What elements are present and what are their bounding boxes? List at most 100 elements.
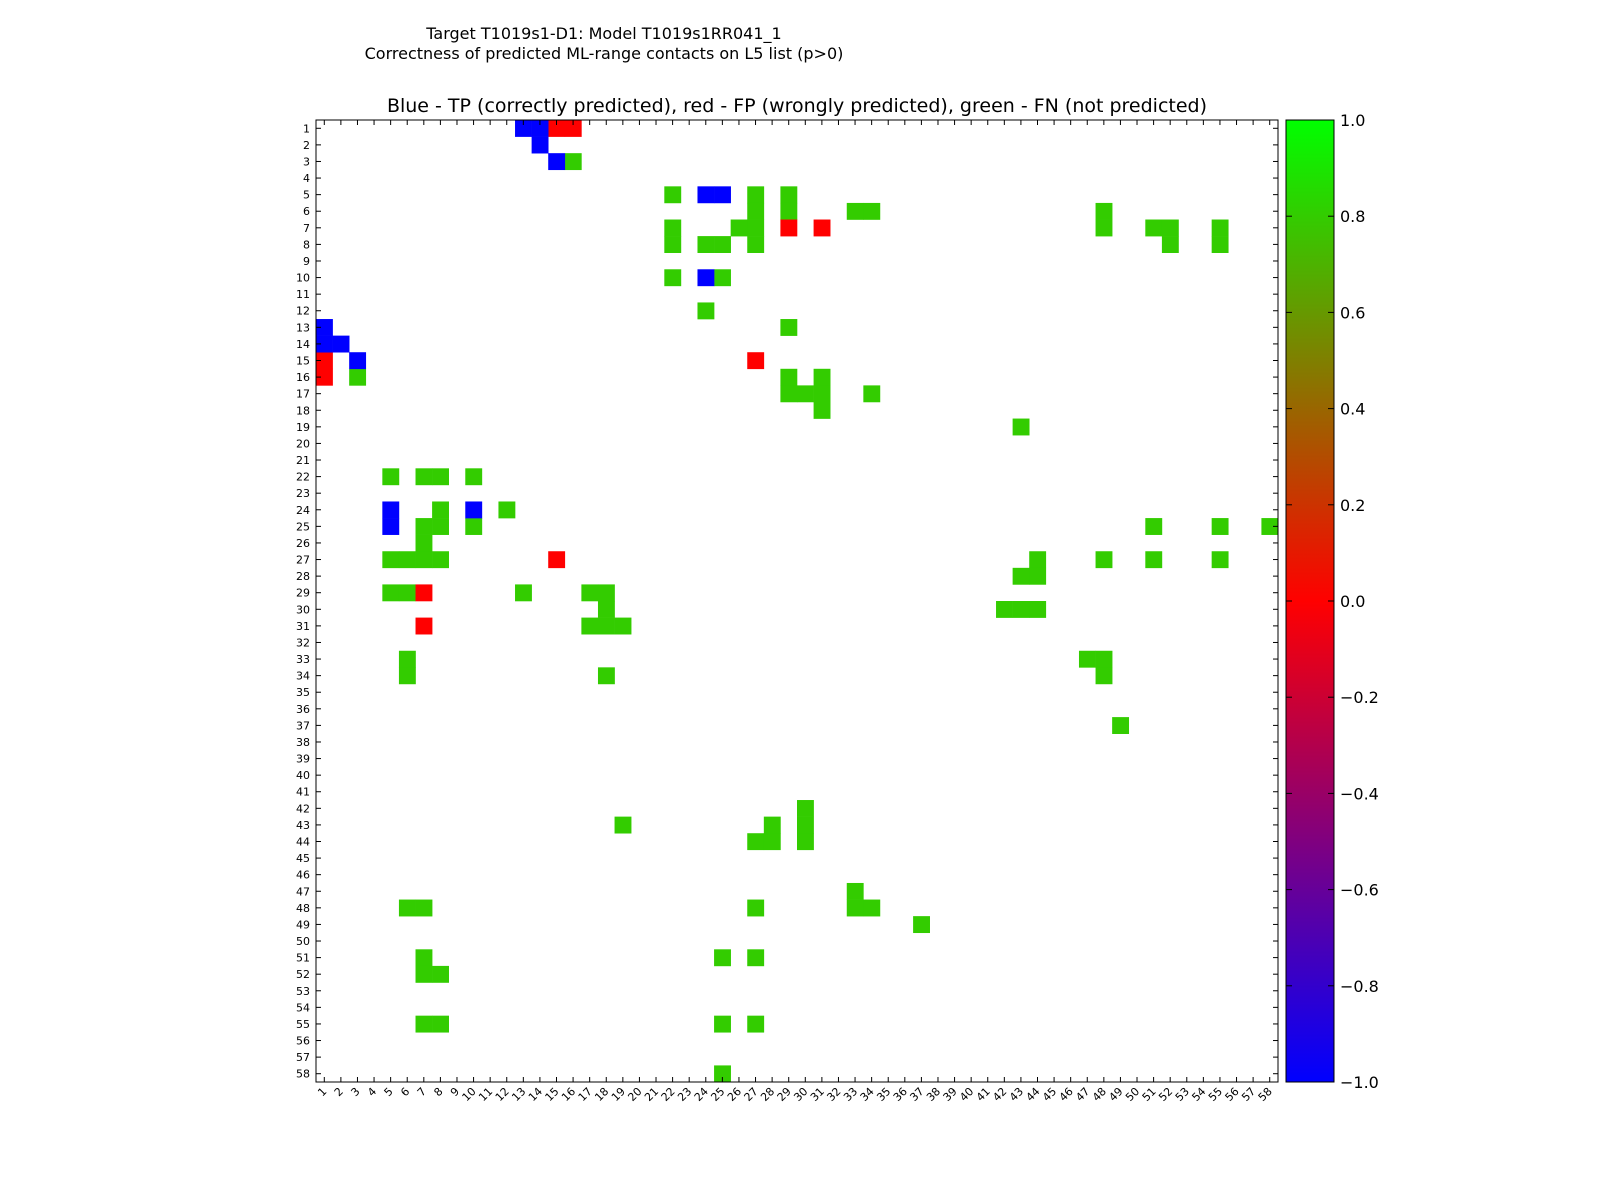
y-tick-label: 51 (296, 952, 310, 965)
cell-fn-16-29 (780, 368, 798, 386)
cell-tp-1-14 (531, 120, 549, 137)
cell-fn-12-24 (697, 302, 715, 320)
cell-fn-30-18 (597, 601, 615, 618)
x-tick-label: 7 (415, 1085, 429, 1099)
cell-fn-28-43 (1012, 567, 1030, 585)
y-tick-label: 56 (296, 1035, 310, 1048)
y-tick-label: 53 (296, 985, 310, 998)
cell-tp-5-24 (697, 186, 715, 204)
cell-fn-31-18 (597, 617, 615, 635)
y-tick-label: 55 (296, 1018, 310, 1031)
cell-fn-52-8 (432, 965, 449, 983)
cell-fn-27-6 (398, 551, 416, 569)
cell-fn-27-51 (1145, 551, 1163, 569)
cell-fn-29-13 (515, 584, 532, 602)
x-tick-label: 6 (398, 1085, 412, 1099)
colorbar-ticks: 1.0 0.8 0.6 0.4 0.2 0.0 −0.2 −0.4 −0.6 −0.8 −1.0 (1286, 111, 1379, 1092)
cell-fn-55-27 (747, 1015, 765, 1033)
x-tick-label: 58 (1256, 1085, 1275, 1104)
cell-fn-27-48 (1095, 551, 1113, 569)
y-tick-label: 24 (296, 504, 310, 517)
cell-fn-6-33 (846, 202, 864, 220)
y-tick-label: 18 (296, 404, 310, 417)
heatmap-cells (316, 120, 1279, 1083)
x-tick-label: 3 (348, 1085, 362, 1099)
cell-fp-27-15 (548, 551, 566, 569)
y-tick-label: 29 (296, 587, 310, 600)
y-tick-label: 11 (296, 288, 310, 301)
cell-fn-33-47 (1078, 650, 1096, 668)
y-tick-label: 35 (296, 686, 310, 699)
cell-fn-10-25 (714, 269, 731, 287)
cell-fn-43-30 (797, 816, 814, 834)
cell-fn-48-33 (846, 899, 864, 917)
cell-fn-8-25 (714, 236, 731, 253)
cell-fn-25-51 (1145, 518, 1163, 535)
cell-fn-7-26 (730, 219, 748, 237)
cell-fn-48-34 (863, 899, 881, 917)
cell-fn-30-42 (996, 601, 1013, 618)
y-tick-label: 19 (296, 421, 310, 434)
cell-fn-48-7 (415, 899, 433, 917)
cell-tp-24-10 (465, 501, 483, 519)
cell-fn-19-43 (1012, 418, 1030, 436)
y-tick-label: 4 (303, 172, 310, 185)
cell-fn-51-27 (747, 949, 765, 967)
y-tick-label: 52 (296, 968, 310, 981)
cell-tp-10-24 (697, 269, 715, 287)
colorbar-tick-label: 0.2 (1340, 496, 1365, 515)
cell-fn-22-10 (465, 468, 483, 486)
cell-fn-13-29 (780, 319, 798, 336)
cell-tp-14-2 (332, 335, 350, 353)
cell-tp-2-14 (531, 136, 549, 154)
cell-fn-17-30 (797, 385, 814, 403)
y-tick-label: 38 (296, 736, 310, 749)
colorbar (1285, 119, 1335, 1083)
y-axis-ticks: 1234567891011121314151617181920212223242… (296, 122, 1278, 1081)
cell-fn-49-37 (913, 916, 930, 934)
x-tick-label: 5 (382, 1085, 396, 1099)
y-tick-label: 48 (296, 902, 310, 915)
cell-fn-22-5 (382, 468, 400, 486)
y-tick-label: 34 (296, 670, 310, 683)
cell-fn-8-22 (664, 236, 682, 253)
cell-fn-7-51 (1145, 219, 1163, 237)
cell-fn-5-29 (780, 186, 798, 204)
cell-tp-24-5 (382, 501, 400, 519)
plot-frame (315, 119, 1279, 1083)
y-tick-label: 27 (296, 554, 310, 567)
cell-fn-25-55 (1211, 518, 1229, 535)
colorbar-tick-label: 1.0 (1340, 111, 1365, 130)
cell-fn-52-7 (415, 965, 433, 983)
y-tick-label: 25 (296, 520, 310, 533)
cell-fn-26-7 (415, 534, 433, 552)
y-tick-label: 12 (296, 305, 310, 318)
y-tick-label: 3 (303, 155, 310, 168)
cell-fn-30-44 (1029, 601, 1047, 618)
cell-fn-10-22 (664, 269, 682, 287)
cell-tp-25-5 (382, 518, 400, 535)
x-tick-label: 1 (315, 1085, 329, 1099)
cell-fp-15-27 (747, 352, 765, 370)
cell-fn-55-8 (432, 1015, 449, 1033)
y-tick-label: 9 (303, 255, 310, 268)
cell-fn-29-17 (581, 584, 599, 602)
cell-fn-22-8 (432, 468, 449, 486)
colorbar-tick-label: −1.0 (1340, 1073, 1379, 1092)
cell-fn-6-34 (863, 202, 881, 220)
y-tick-label: 7 (303, 222, 310, 235)
cell-tp-5-25 (714, 186, 731, 204)
colorbar-tick-label: 0.4 (1340, 400, 1365, 419)
y-tick-label: 57 (296, 1051, 310, 1064)
cell-fn-29-5 (382, 584, 400, 602)
cell-fn-6-48 (1095, 202, 1113, 220)
cell-fp-15-1 (316, 352, 333, 370)
cell-fn-43-28 (763, 816, 781, 834)
x-tick-label: 2 (332, 1085, 346, 1099)
cell-fn-16-3 (349, 368, 367, 386)
y-tick-label: 47 (296, 885, 310, 898)
y-tick-label: 26 (296, 537, 310, 550)
y-tick-label: 50 (296, 935, 310, 948)
cell-fn-8-52 (1161, 236, 1179, 253)
x-tick-label: 8 (431, 1085, 445, 1099)
